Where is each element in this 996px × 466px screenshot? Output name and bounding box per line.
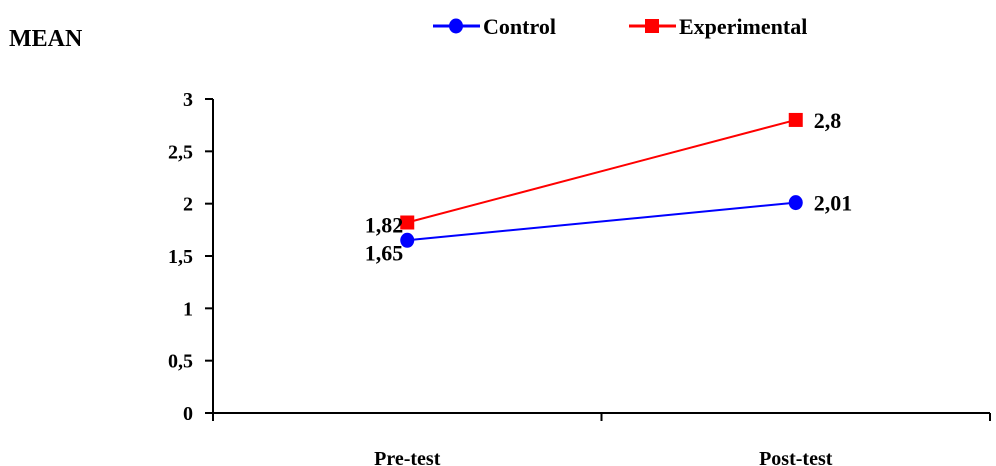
axes: 0 0,5 1 1,5 2 2,5 3 Pre-test Post-test	[168, 89, 991, 466]
series-line	[407, 201, 796, 242]
y-tick-label: 1	[183, 298, 193, 320]
legend-label: Experimental	[679, 14, 807, 39]
data-point	[788, 112, 803, 127]
series-control: 1,65 2,01	[365, 191, 853, 266]
data-label: 1,82	[365, 213, 404, 238]
data-point	[400, 232, 415, 248]
data-point	[449, 18, 463, 34]
y-tick-label: 2	[183, 194, 193, 216]
data-point	[788, 195, 803, 211]
series-line	[406, 118, 797, 224]
data-label: 1,65	[365, 240, 404, 265]
y-axis-title: MEAN	[9, 26, 83, 52]
legend-item-control: Control	[433, 14, 556, 39]
data-label: 2,01	[814, 191, 853, 216]
series-experimental: 1,82 2,8	[365, 108, 842, 238]
data-point	[400, 215, 415, 230]
y-tick-label: 1,5	[168, 246, 193, 268]
y-tick-label: 2,5	[168, 141, 193, 163]
legend-item-experimental: Experimental	[629, 14, 807, 39]
data-point	[645, 19, 659, 33]
x-category-label: Pre-test	[374, 448, 441, 466]
legend-label: Control	[483, 14, 556, 39]
data-label: 2,8	[814, 108, 842, 133]
x-category-label: Post-test	[759, 448, 833, 466]
legend: Control Experimental	[433, 14, 807, 39]
series-group: 1,65 2,01 1,82 2,8	[365, 108, 853, 265]
y-tick-label: 0	[183, 403, 193, 425]
y-tick-label: 3	[183, 89, 193, 111]
y-tick-label: 0,5	[168, 351, 193, 373]
